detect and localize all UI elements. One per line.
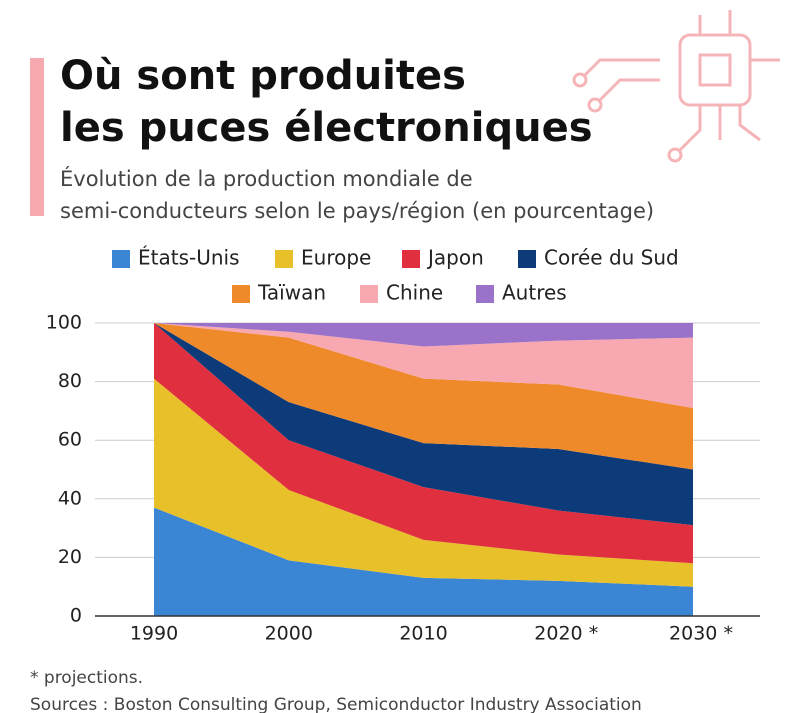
area: [154, 507, 693, 616]
legend-swatch: [402, 250, 420, 268]
area: [154, 323, 693, 408]
legend-label: Corée du Sud: [544, 246, 679, 270]
legend-label: Taïwan: [257, 281, 326, 305]
legend-swatch: [112, 250, 130, 268]
y-tick-label: 100: [46, 312, 82, 334]
area: [154, 323, 693, 470]
area: [154, 323, 693, 347]
legend-label: États-Unis: [138, 246, 240, 270]
legend-swatch: [518, 250, 536, 268]
x-tick-label: 1990: [130, 623, 178, 645]
y-tick-label: 0: [70, 605, 82, 627]
y-tick-label: 80: [58, 370, 82, 392]
footnote: * projections.: [30, 668, 143, 688]
area: [154, 378, 693, 587]
chart-title: les puces électroniques: [60, 105, 593, 151]
legend-swatch: [360, 285, 378, 303]
x-tick-label: 2000: [265, 623, 313, 645]
chart-subtitle: semi-conducteurs selon le pays/région (e…: [60, 199, 654, 223]
y-tick-label: 40: [58, 487, 82, 509]
chart-title: Où sont produites: [60, 53, 466, 99]
x-tick-label: 2020 *: [534, 623, 598, 645]
legend-swatch: [476, 285, 494, 303]
chart-subtitle: Évolution de la production mondiale de: [60, 166, 473, 191]
area: [154, 323, 693, 526]
source: Sources : Boston Consulting Group, Semic…: [30, 695, 642, 713]
legend-label: Europe: [301, 246, 371, 270]
legend-swatch: [275, 250, 293, 268]
legend-label: Japon: [426, 246, 484, 270]
legend-swatch: [232, 285, 250, 303]
y-tick-label: 20: [58, 546, 82, 568]
accent-bar: [30, 58, 44, 216]
y-tick-label: 60: [58, 429, 82, 451]
area: [154, 323, 693, 564]
legend-label: Autres: [502, 281, 567, 305]
chip-icon: [572, 10, 780, 163]
legend-label: Chine: [386, 281, 443, 305]
x-tick-label: 2010: [399, 623, 447, 645]
x-tick-label: 2030 *: [669, 623, 733, 645]
